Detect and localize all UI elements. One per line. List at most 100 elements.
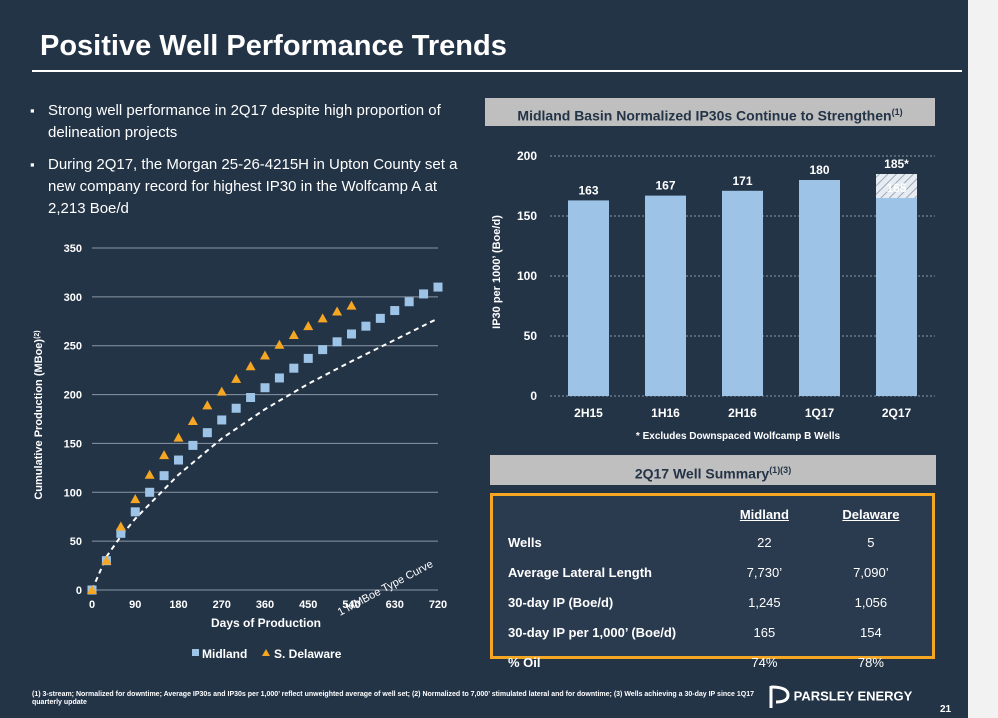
bullet-item: Strong well performance in 2Q17 despite … xyxy=(30,100,460,144)
bar xyxy=(568,200,609,396)
x-tick-labels: 0 90 180 270 360 450 540 630 720 xyxy=(89,599,447,611)
bar-value-label: 180 xyxy=(809,163,829,177)
type-curve-line xyxy=(91,317,439,591)
delaware-point xyxy=(260,350,270,360)
well-summary-box: Midland Delaware Wells 22 5 Average Late… xyxy=(490,493,935,670)
midland-point xyxy=(318,345,328,355)
bar-value-label: 163 xyxy=(578,183,598,197)
delaware-point xyxy=(288,329,299,339)
company-logo: PARSLEY ENERGY xyxy=(768,684,912,710)
x-tick-label: 1H16 xyxy=(651,406,680,420)
cell-midland: 165 xyxy=(753,624,776,640)
bar-hatched-segment xyxy=(876,174,917,198)
delaware-point xyxy=(274,339,285,349)
midland-point xyxy=(159,471,169,481)
row-label: Average Lateral Length xyxy=(508,564,653,580)
cell-midland: 7,730’ xyxy=(746,564,783,580)
title-divider xyxy=(32,70,962,72)
y-tick-labels: 0 50 100 150 200 250 300 350 xyxy=(64,243,82,597)
y-tick-label: 200 xyxy=(517,149,537,163)
delaware-point xyxy=(130,494,141,504)
y-tick-label: 150 xyxy=(517,209,537,223)
midland-point xyxy=(390,306,400,316)
table-row: Wells 22 5 xyxy=(503,527,928,557)
y-tick-label: 200 xyxy=(64,390,82,402)
delaware-point xyxy=(216,386,227,396)
delaware-point xyxy=(187,415,198,425)
x-axis-label: Days of Production xyxy=(211,616,321,630)
legend-delaware-label: S. Delaware xyxy=(274,647,342,661)
summary-header-text: 2Q17 Well Summary xyxy=(634,465,770,482)
y-tick-label: 100 xyxy=(64,487,82,499)
legend-midland-swatch xyxy=(192,649,199,656)
footnote: (1) 3-stream; Normalized for downtime; A… xyxy=(32,691,755,706)
midland-point xyxy=(174,455,183,465)
y-tick-label: 300 xyxy=(64,292,82,304)
bar-value-label: 167 xyxy=(655,179,675,193)
bar-chart-note: * Excludes Downspaced Wolfcamp B Wells xyxy=(636,431,841,442)
y-axis-label: IP30 per 1000’ (Boe/d) xyxy=(491,215,503,329)
cell-midland: 22 xyxy=(757,534,772,550)
well-summary-table: Midland Delaware Wells 22 5 Average Late… xyxy=(503,501,928,677)
cell-midland: 74% xyxy=(751,654,778,670)
midland-point xyxy=(303,353,313,363)
page-number: 21 xyxy=(940,704,952,715)
table-row: 30-day IP per 1,000’ (Boe/d) 165 154 xyxy=(503,617,928,647)
x-tick-label: 360 xyxy=(256,599,274,611)
table-header-row: Midland Delaware xyxy=(503,501,928,527)
bar-chart-header: Midland Basin Normalized IP30s Continue … xyxy=(485,98,935,126)
midland-point xyxy=(289,363,299,373)
y-tick-label: 50 xyxy=(524,329,538,343)
bar-inner-label: 165 xyxy=(886,181,906,195)
y-tick-label: 50 xyxy=(70,536,82,548)
delaware-point xyxy=(159,450,170,460)
x-tick-label: 180 xyxy=(169,599,187,611)
row-label: Wells xyxy=(508,534,542,550)
y-tick-label: 150 xyxy=(64,438,82,450)
cumulative-production-chart: 0 50 100 150 200 250 300 350 0 90 180 270 360 450 540… xyxy=(33,243,447,661)
cell-midland: 1,245 xyxy=(748,594,781,610)
x-tick-label: 1Q17 xyxy=(805,406,835,420)
parsley-logo-icon xyxy=(769,685,790,708)
bar-value-label: 185* xyxy=(884,157,909,171)
ip30-bar-chart: 0 50 100 150 200 163 2H15 167 1H16 171 2H16 180 1Q1… xyxy=(491,149,935,442)
table-header-blank xyxy=(503,501,715,527)
row-label: 30-day IP per 1,000’ (Boe/d) xyxy=(508,624,677,640)
scrollbar[interactable] xyxy=(968,0,998,718)
cell-delaware: 5 xyxy=(867,534,875,550)
delaware-point xyxy=(115,521,126,531)
bar-value-label: 171 xyxy=(732,174,752,188)
x-tick-label: 540 xyxy=(342,599,360,611)
delaware-point xyxy=(231,373,242,383)
cell-delaware: 7,090’ xyxy=(853,564,889,580)
delaware-point xyxy=(202,400,213,410)
midland-point xyxy=(217,415,227,425)
bar xyxy=(722,190,763,396)
page-title: Positive Well Performance Trends xyxy=(40,30,507,62)
y-tick-label: 350 xyxy=(64,243,82,255)
midland-point xyxy=(145,487,155,497)
midland-point xyxy=(433,282,443,292)
legend-midland-label: Midland xyxy=(202,647,247,661)
bar-chart-header-text: Midland Basin Normalized IP30s Continue … xyxy=(517,107,892,124)
midland-point xyxy=(274,373,284,383)
x-tick-label: 2H15 xyxy=(574,406,603,420)
midland-point xyxy=(419,289,429,299)
y-axis-label: Cumulative Production (MBoe)(2) xyxy=(33,330,45,499)
x-tick-label: 2H16 xyxy=(728,406,757,420)
y-tick-labels: 0 50 100 150 200 xyxy=(517,149,537,403)
table-row: 30-day IP (Boe/d) 1,245 1,056 xyxy=(503,587,928,617)
row-label: % Oil xyxy=(508,654,541,670)
bars: 163 2H15 167 1H16 171 2H16 180 1Q17 165 185* 2Q17 xyxy=(568,157,917,420)
midland-point xyxy=(375,313,385,323)
midland-point xyxy=(246,393,256,403)
delaware-point xyxy=(346,300,357,310)
midland-point xyxy=(130,507,140,517)
delaware-point xyxy=(303,321,314,331)
delaware-point xyxy=(245,361,256,371)
summary-header-sup: (1)(3) xyxy=(769,465,792,475)
x-tick-label: 270 xyxy=(213,599,231,611)
table-row: % Oil 74% 78% xyxy=(503,647,928,677)
column-header-midland: Midland xyxy=(739,506,789,522)
chart-grid xyxy=(92,247,438,591)
